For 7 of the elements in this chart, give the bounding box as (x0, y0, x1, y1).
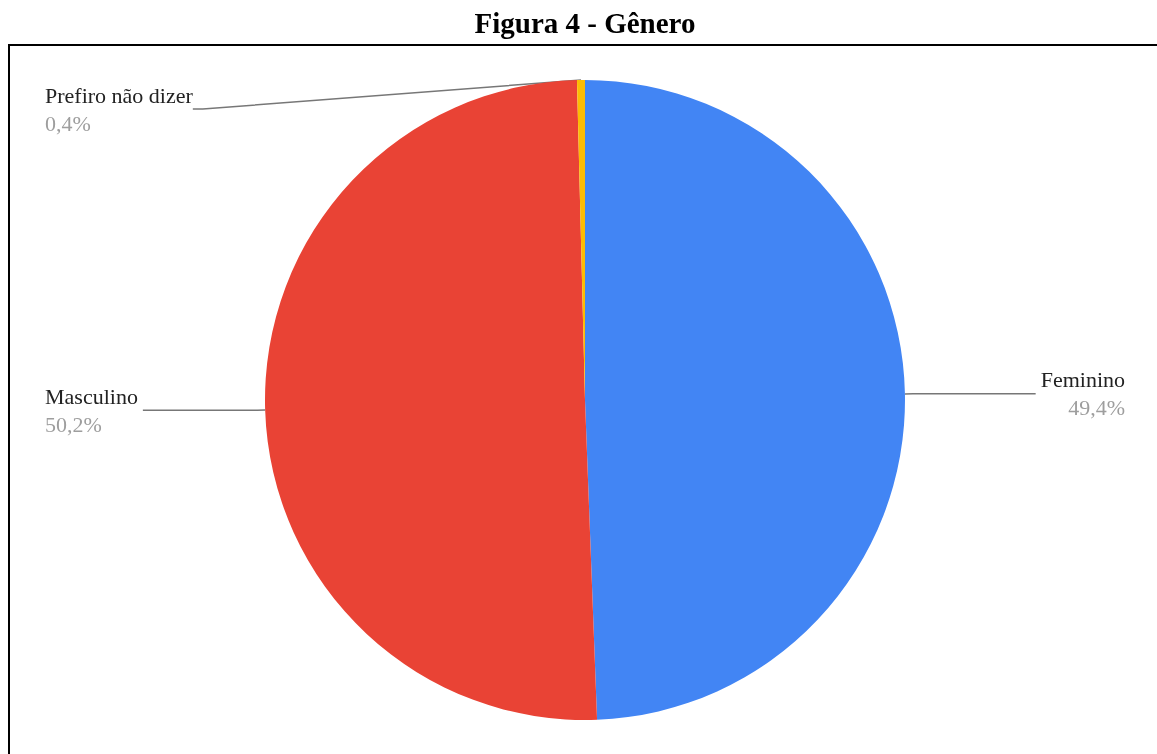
slice-label: Prefiro não dizer (45, 82, 194, 108)
data-label: 50,2% (45, 411, 102, 437)
slice-label: Masculino (45, 383, 138, 409)
chart-title: Figura 4 - Gênero (474, 6, 696, 39)
slice-label: Feminino (1040, 367, 1125, 393)
data-label: 0,4% (45, 110, 91, 136)
data-label: 49,4% (1068, 395, 1125, 421)
